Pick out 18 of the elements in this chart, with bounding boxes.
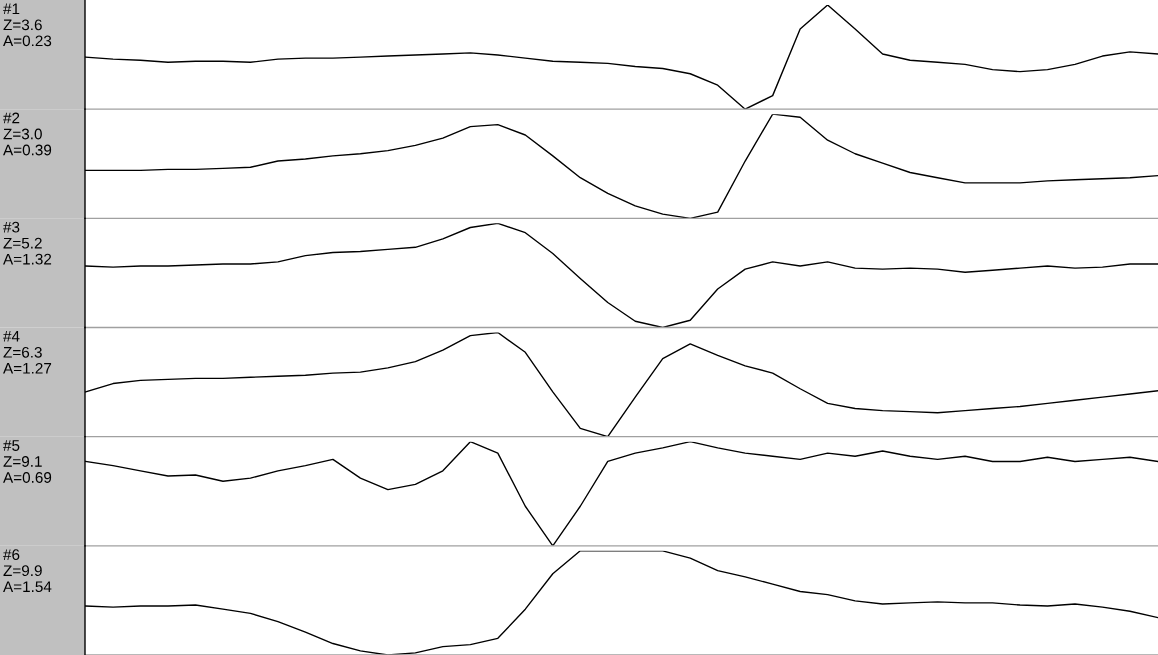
text: #6	[3, 549, 20, 561]
text: #3	[3, 221, 20, 233]
text: A=0.39	[3, 144, 52, 156]
text: A=0.23	[3, 35, 52, 47]
text: #5	[3, 440, 20, 451]
text: Z=9.9	[3, 565, 42, 577]
text: Z=6.3	[3, 346, 42, 358]
text: #2	[3, 112, 20, 124]
text: Z=3.0	[3, 128, 42, 140]
text: #4	[3, 331, 20, 342]
text: A=1.32	[3, 253, 52, 265]
text: Z=3.6	[3, 19, 42, 31]
text: A=0.69	[3, 472, 52, 483]
text: Z=5.2	[3, 237, 42, 249]
text: #1	[3, 3, 20, 15]
text: A=1.54	[3, 581, 52, 593]
text: A=1.27	[3, 362, 52, 374]
text: Z=9.1	[3, 456, 42, 467]
